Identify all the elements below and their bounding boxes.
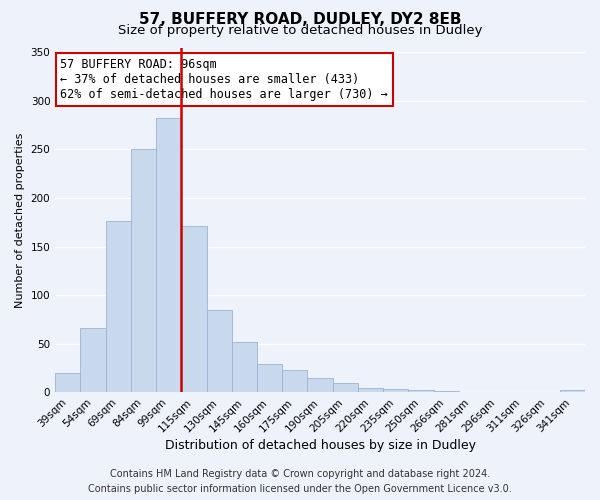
Bar xyxy=(131,150,156,392)
Bar xyxy=(358,388,383,392)
Bar xyxy=(560,390,585,392)
Bar xyxy=(332,384,358,392)
Bar xyxy=(106,222,131,392)
Bar xyxy=(257,364,282,392)
Bar xyxy=(156,118,181,392)
Bar xyxy=(409,390,434,392)
Bar xyxy=(282,370,307,392)
Text: 57 BUFFERY ROAD: 96sqm
← 37% of detached houses are smaller (433)
62% of semi-de: 57 BUFFERY ROAD: 96sqm ← 37% of detached… xyxy=(61,58,388,101)
Bar xyxy=(181,226,206,392)
Bar xyxy=(307,378,332,392)
Bar xyxy=(383,390,409,392)
X-axis label: Distribution of detached houses by size in Dudley: Distribution of detached houses by size … xyxy=(164,440,476,452)
Y-axis label: Number of detached properties: Number of detached properties xyxy=(15,132,25,308)
Bar xyxy=(80,328,106,392)
Text: Size of property relative to detached houses in Dudley: Size of property relative to detached ho… xyxy=(118,24,482,37)
Text: 57, BUFFERY ROAD, DUDLEY, DY2 8EB: 57, BUFFERY ROAD, DUDLEY, DY2 8EB xyxy=(139,12,461,28)
Bar xyxy=(232,342,257,392)
Text: Contains HM Land Registry data © Crown copyright and database right 2024.
Contai: Contains HM Land Registry data © Crown c… xyxy=(88,469,512,494)
Bar xyxy=(55,373,80,392)
Bar xyxy=(206,310,232,392)
